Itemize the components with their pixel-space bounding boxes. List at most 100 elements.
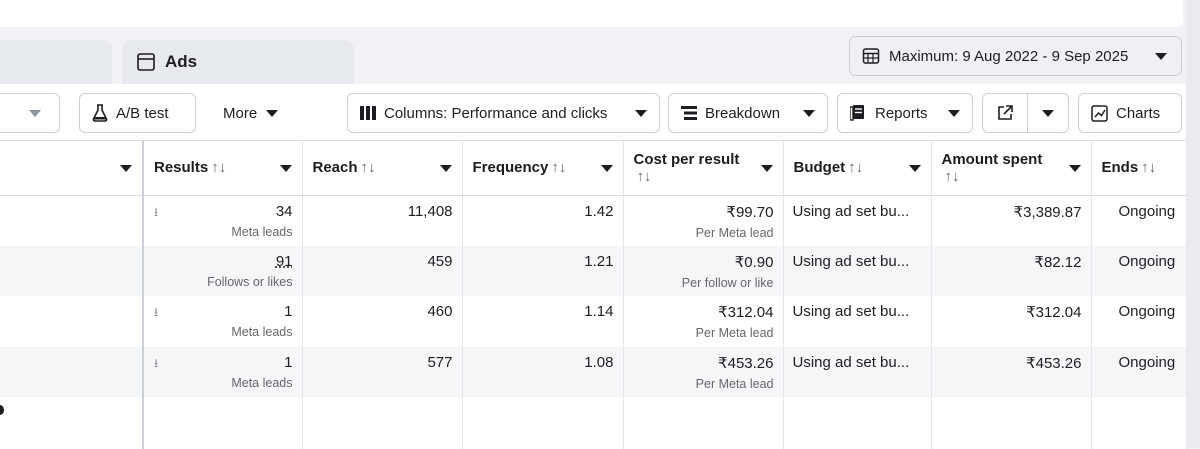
sort-icon[interactable]: ↑↓	[848, 159, 864, 177]
frequency-cell: 1.21	[462, 245, 624, 296]
export-open[interactable]	[983, 94, 1028, 132]
sort-icon[interactable]: ↑↓	[944, 167, 960, 185]
charts-button[interactable]: Charts	[1078, 93, 1182, 133]
cost-value: ₹99.70	[726, 203, 774, 221]
download-icon[interactable]: ⭳	[154, 305, 159, 319]
chevron-down-icon[interactable]	[120, 165, 132, 172]
table-row[interactable]: ⭳ 1 Meta leads 460 1.14 ₹312.04 Per Meta le…	[0, 296, 1187, 347]
chevron-down-icon[interactable]	[908, 165, 921, 172]
header-frequency-label: Frequency	[472, 159, 549, 177]
results-type: Meta leads	[231, 325, 293, 339]
results-value: 1	[284, 303, 293, 320]
table-header-row: Results ↑↓ Reach ↑↓ Frequency ↑↓ Cost per r…	[0, 141, 1187, 196]
name-cell[interactable]	[0, 195, 144, 246]
tab-ad-sets[interactable]	[0, 40, 112, 84]
reports-icon	[850, 105, 864, 121]
summary-name-cell	[0, 397, 144, 449]
chevron-down-icon[interactable]	[439, 165, 452, 172]
header-cost-per-result[interactable]: Cost per result ↑↓	[623, 141, 784, 196]
name-cell[interactable]	[0, 245, 144, 296]
header-reach[interactable]: Reach ↑↓	[302, 141, 463, 196]
ad-icon	[137, 53, 155, 71]
columns-label: Columns: Performance and clicks	[384, 104, 608, 122]
results-type: Meta leads	[231, 375, 293, 390]
cost-type: Per Meta lead	[695, 376, 774, 391]
ab-test-button[interactable]: A/B test	[79, 93, 196, 133]
breakdown-button[interactable]: Breakdown	[668, 93, 828, 133]
header-amount-spent[interactable]: Amount spent ↑↓	[931, 141, 1092, 196]
export-button[interactable]	[982, 93, 1069, 133]
header-reach-label: Reach	[312, 159, 358, 177]
chevron-down-icon	[29, 109, 41, 117]
cost-cell: ₹453.26 Per Meta lead	[623, 346, 784, 397]
summary-cell	[143, 397, 303, 449]
download-icon[interactable]: ⭳	[154, 355, 159, 370]
external-link-icon	[998, 105, 1013, 120]
budget-cell[interactable]: Using ad set bu...	[783, 346, 932, 397]
columns-icon	[360, 106, 376, 120]
frequency-cell: 1.14	[462, 296, 624, 347]
chevron-down-icon	[266, 109, 279, 117]
header-results[interactable]: Results ↑↓	[143, 141, 303, 196]
amount-spent-cell: ₹82.12	[931, 245, 1092, 296]
charts-label: Charts	[1116, 104, 1161, 122]
summary-cell	[623, 397, 784, 449]
cost-cell: ₹0.90 Per follow or like	[623, 245, 784, 296]
name-cell[interactable]	[0, 296, 144, 347]
chevron-down-icon	[635, 109, 647, 117]
tab-ads[interactable]: Ads	[122, 40, 354, 84]
reach-cell: 460	[302, 296, 463, 347]
amount-spent-cell: ₹312.04	[931, 296, 1092, 347]
ends-cell: Ongoing	[1091, 346, 1187, 397]
chevron-down-icon[interactable]	[279, 165, 292, 172]
budget-cell[interactable]: Using ad set bu...	[783, 296, 932, 347]
table-row[interactable]: ⭳ 1 Meta leads 577 1.08 ₹453.26 Per Meta le…	[0, 346, 1187, 397]
edit-dropdown-button[interactable]	[0, 93, 60, 133]
frequency-cell: 1.42	[462, 195, 624, 246]
budget-cell[interactable]: Using ad set bu...	[783, 195, 932, 246]
header-spent-label: Amount spent	[941, 150, 1043, 168]
sort-icon[interactable]: ↑↓	[636, 167, 652, 185]
table-row[interactable]: 91 Follows or likes 459 1.21 ₹0.90 Per fol…	[0, 245, 1187, 296]
results-value[interactable]: 91	[275, 252, 293, 270]
name-cell[interactable]	[0, 346, 144, 397]
summary-cell	[462, 397, 624, 449]
chevron-down-icon[interactable]	[760, 165, 773, 172]
results-cell: ⭳ 1 Meta leads	[143, 296, 303, 347]
download-icon[interactable]: ⭳	[154, 204, 159, 219]
header-name-column[interactable]	[0, 141, 144, 196]
reports-label: Reports	[875, 104, 928, 122]
table-row[interactable]: ⭳ 34 Meta leads 11,408 1.42 ₹99.70 Per Meta…	[0, 195, 1187, 246]
cost-value: ₹312.04	[718, 304, 774, 321]
export-dropdown[interactable]	[1028, 109, 1068, 117]
chevron-down-icon	[803, 109, 815, 117]
more-label: More	[223, 104, 258, 122]
header-cost-label: Cost per result	[633, 150, 740, 168]
sort-icon[interactable]: ↑↓	[360, 159, 376, 177]
summary-cell	[302, 397, 463, 449]
results-cell: ⭳ 34 Meta leads	[143, 195, 303, 246]
sort-icon[interactable]: ↑↓	[551, 159, 567, 177]
scrollbar[interactable]	[1186, 0, 1200, 448]
cost-type: Per follow or like	[681, 275, 774, 290]
cost-value: ₹0.90	[734, 253, 774, 271]
chevron-down-icon[interactable]	[1068, 165, 1081, 172]
frequency-cell: 1.08	[462, 346, 624, 397]
more-button[interactable]: More	[223, 93, 279, 133]
reports-button[interactable]: Reports	[837, 93, 973, 133]
results-type: Follows or likes	[207, 274, 293, 289]
chart-icon	[1091, 104, 1108, 122]
calendar-icon	[862, 48, 880, 64]
budget-cell[interactable]: Using ad set bu...	[783, 245, 932, 296]
sort-icon[interactable]: ↑↓	[211, 159, 227, 177]
ads-table: Results ↑↓ Reach ↑↓ Frequency ↑↓ Cost per r…	[0, 141, 1187, 449]
chevron-down-icon[interactable]	[600, 165, 613, 172]
header-ends[interactable]: Ends ↑↓	[1091, 141, 1187, 196]
summary-cell	[931, 397, 1092, 449]
header-budget[interactable]: Budget ↑↓	[783, 141, 932, 196]
columns-button[interactable]: Columns: Performance and clicks	[347, 93, 660, 133]
chevron-down-icon	[1155, 52, 1167, 60]
date-range-picker[interactable]: Maximum: 9 Aug 2022 - 9 Sep 2025	[849, 36, 1182, 76]
header-frequency[interactable]: Frequency ↑↓	[462, 141, 624, 196]
sort-icon[interactable]: ↑↓	[1141, 159, 1157, 177]
